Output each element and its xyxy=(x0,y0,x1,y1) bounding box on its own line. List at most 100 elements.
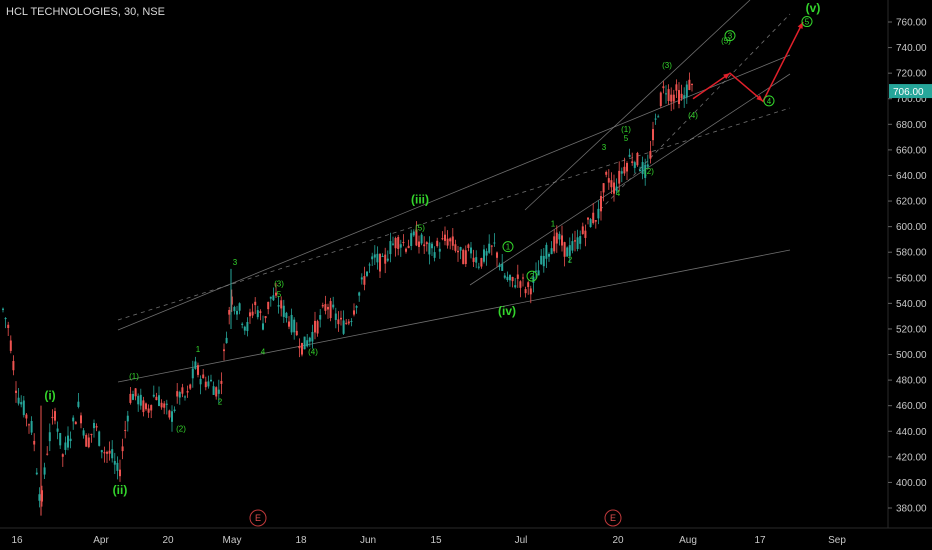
candle-body xyxy=(22,400,25,416)
projection-arrow-head xyxy=(797,22,803,29)
candle-body xyxy=(355,306,358,308)
candle-body xyxy=(550,248,553,255)
wave-label: 3 xyxy=(602,143,607,152)
candle-body xyxy=(350,320,353,322)
candle-body xyxy=(548,253,550,257)
candle-body xyxy=(230,296,233,305)
y-tick-label: 480.00 xyxy=(896,376,927,387)
earnings-marker-label: E xyxy=(610,513,616,523)
x-tick-label: 16 xyxy=(11,535,23,546)
candle-body xyxy=(337,319,340,325)
circled-wave-label: 5 xyxy=(805,18,810,27)
earnings-marker-icon[interactable] xyxy=(604,509,622,527)
candle-body xyxy=(563,242,566,257)
candle-body xyxy=(108,450,111,454)
y-tick-label: 420.00 xyxy=(896,452,927,463)
candle-body xyxy=(386,258,389,261)
price-axis: 380.00 400.00 420.00 440.00 460.00 480.00 500.… xyxy=(887,0,932,528)
candle-body xyxy=(72,417,75,422)
wave-label: 1 xyxy=(196,345,201,354)
x-tick-label: 20 xyxy=(162,535,174,546)
candle-body xyxy=(561,235,563,246)
x-tick-label: Jun xyxy=(360,535,376,546)
candle-body xyxy=(397,237,400,249)
candle-body xyxy=(639,169,641,172)
candle-body xyxy=(373,254,376,258)
candle-body xyxy=(259,311,262,313)
candle-body xyxy=(360,277,363,280)
candle-body xyxy=(321,305,324,307)
candle-body xyxy=(628,154,631,157)
candle-body xyxy=(594,220,597,222)
candle-body xyxy=(33,440,36,445)
candle-body xyxy=(90,433,93,436)
candle-body xyxy=(459,247,462,251)
wave-label: (3) xyxy=(274,280,284,289)
candle-body xyxy=(613,182,615,194)
wave-label: (5) xyxy=(721,37,731,46)
candle-body xyxy=(384,254,387,264)
candle-body xyxy=(121,446,124,452)
time-axis: 16 Apr 20 May 18 Jun 15 Jul 20 Aug 17 Sep xyxy=(0,527,932,546)
y-tick-label: 560.00 xyxy=(896,273,927,284)
candle-body xyxy=(449,238,452,242)
candle-body xyxy=(82,430,85,436)
candle-body xyxy=(311,331,314,342)
wave-label: (ii) xyxy=(113,483,128,497)
candle-body xyxy=(225,337,228,344)
candle-body xyxy=(204,381,207,388)
candle-body xyxy=(199,378,202,385)
candle-body xyxy=(405,248,407,252)
x-tick-label: Aug xyxy=(679,535,697,546)
y-tick-label: 440.00 xyxy=(896,427,927,438)
chart-title: HCL TECHNOLOGIES, 30, NSE xyxy=(6,6,165,18)
earnings-marker-icon[interactable] xyxy=(249,509,267,527)
wave-label: (4) xyxy=(308,348,318,357)
candle-body xyxy=(165,403,168,405)
candle-body xyxy=(587,217,589,220)
candle-body xyxy=(202,374,205,379)
y-tick-label: 600.00 xyxy=(896,222,927,233)
candle-body xyxy=(113,460,116,465)
candle-body xyxy=(522,277,524,279)
candle-body xyxy=(379,254,381,272)
candle-body xyxy=(342,320,345,334)
candle-body xyxy=(134,388,137,397)
circled-wave-label: 3 xyxy=(728,32,733,41)
candle-body xyxy=(358,292,361,296)
candle-body xyxy=(116,462,119,471)
candle-body xyxy=(236,310,238,315)
candle-body xyxy=(30,421,33,433)
candle-body xyxy=(256,310,259,318)
candle-body xyxy=(345,322,348,324)
candle-body xyxy=(124,429,127,431)
candle-body xyxy=(600,195,602,212)
y-tick-label: 640.00 xyxy=(896,171,927,182)
candle-body xyxy=(106,451,108,454)
candle-body xyxy=(103,452,106,454)
candle-body xyxy=(28,424,30,426)
candle-body xyxy=(147,408,150,413)
candle-body xyxy=(597,208,600,219)
candle-body xyxy=(412,231,415,236)
candle-body xyxy=(275,292,277,296)
candle-body xyxy=(15,390,17,393)
candle-body xyxy=(254,301,257,306)
candle-body xyxy=(641,162,644,175)
wave-circle xyxy=(801,16,813,28)
candle-body xyxy=(210,379,212,382)
candle-body xyxy=(126,415,129,422)
x-tick-label: Sep xyxy=(828,535,846,546)
candle-body xyxy=(657,116,660,118)
wave-label: 2 xyxy=(218,397,223,406)
candle-body xyxy=(150,405,153,411)
candle-body xyxy=(402,241,405,243)
candle-body xyxy=(241,323,244,325)
candle-body xyxy=(620,171,623,174)
candle-body xyxy=(223,349,225,352)
candle-body xyxy=(9,340,12,351)
candle-body xyxy=(633,162,636,168)
wave-label: (1) xyxy=(621,125,631,134)
